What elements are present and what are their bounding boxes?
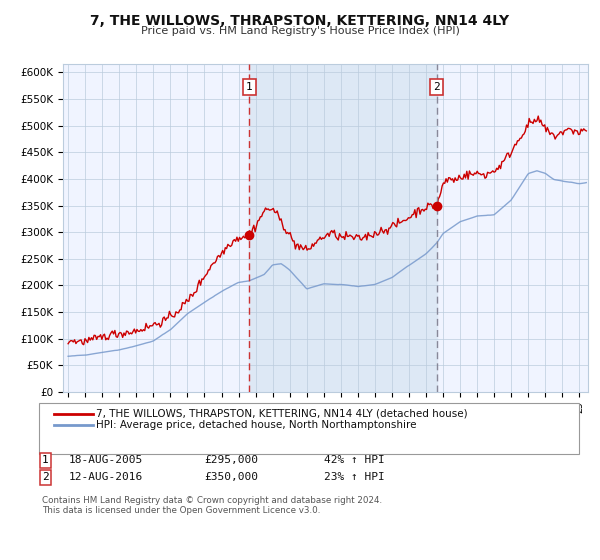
Text: 42% ↑ HPI: 42% ↑ HPI: [324, 455, 385, 465]
Text: 2: 2: [433, 82, 440, 92]
Bar: [249, 64, 437, 392]
Text: 12-AUG-2016: 12-AUG-2016: [69, 472, 143, 482]
Text: Contains HM Land Registry data © Crown copyright and database right 2024.
This d: Contains HM Land Registry data © Crown c…: [42, 496, 382, 515]
Text: 2: 2: [42, 472, 49, 482]
Text: 1: 1: [42, 455, 49, 465]
Text: HPI: Average price, detached house, North Northamptonshire: HPI: Average price, detached house, Nort…: [96, 420, 416, 430]
Text: 1: 1: [246, 82, 253, 92]
Text: 7, THE WILLOWS, THRAPSTON, KETTERING, NN14 4LY (detached house): 7, THE WILLOWS, THRAPSTON, KETTERING, NN…: [96, 409, 467, 419]
Text: 18-AUG-2005: 18-AUG-2005: [69, 455, 143, 465]
Text: Price paid vs. HM Land Registry's House Price Index (HPI): Price paid vs. HM Land Registry's House …: [140, 26, 460, 36]
Text: £350,000: £350,000: [204, 472, 258, 482]
Text: £295,000: £295,000: [204, 455, 258, 465]
Text: 23% ↑ HPI: 23% ↑ HPI: [324, 472, 385, 482]
Text: 7, THE WILLOWS, THRAPSTON, KETTERING, NN14 4LY: 7, THE WILLOWS, THRAPSTON, KETTERING, NN…: [91, 14, 509, 28]
